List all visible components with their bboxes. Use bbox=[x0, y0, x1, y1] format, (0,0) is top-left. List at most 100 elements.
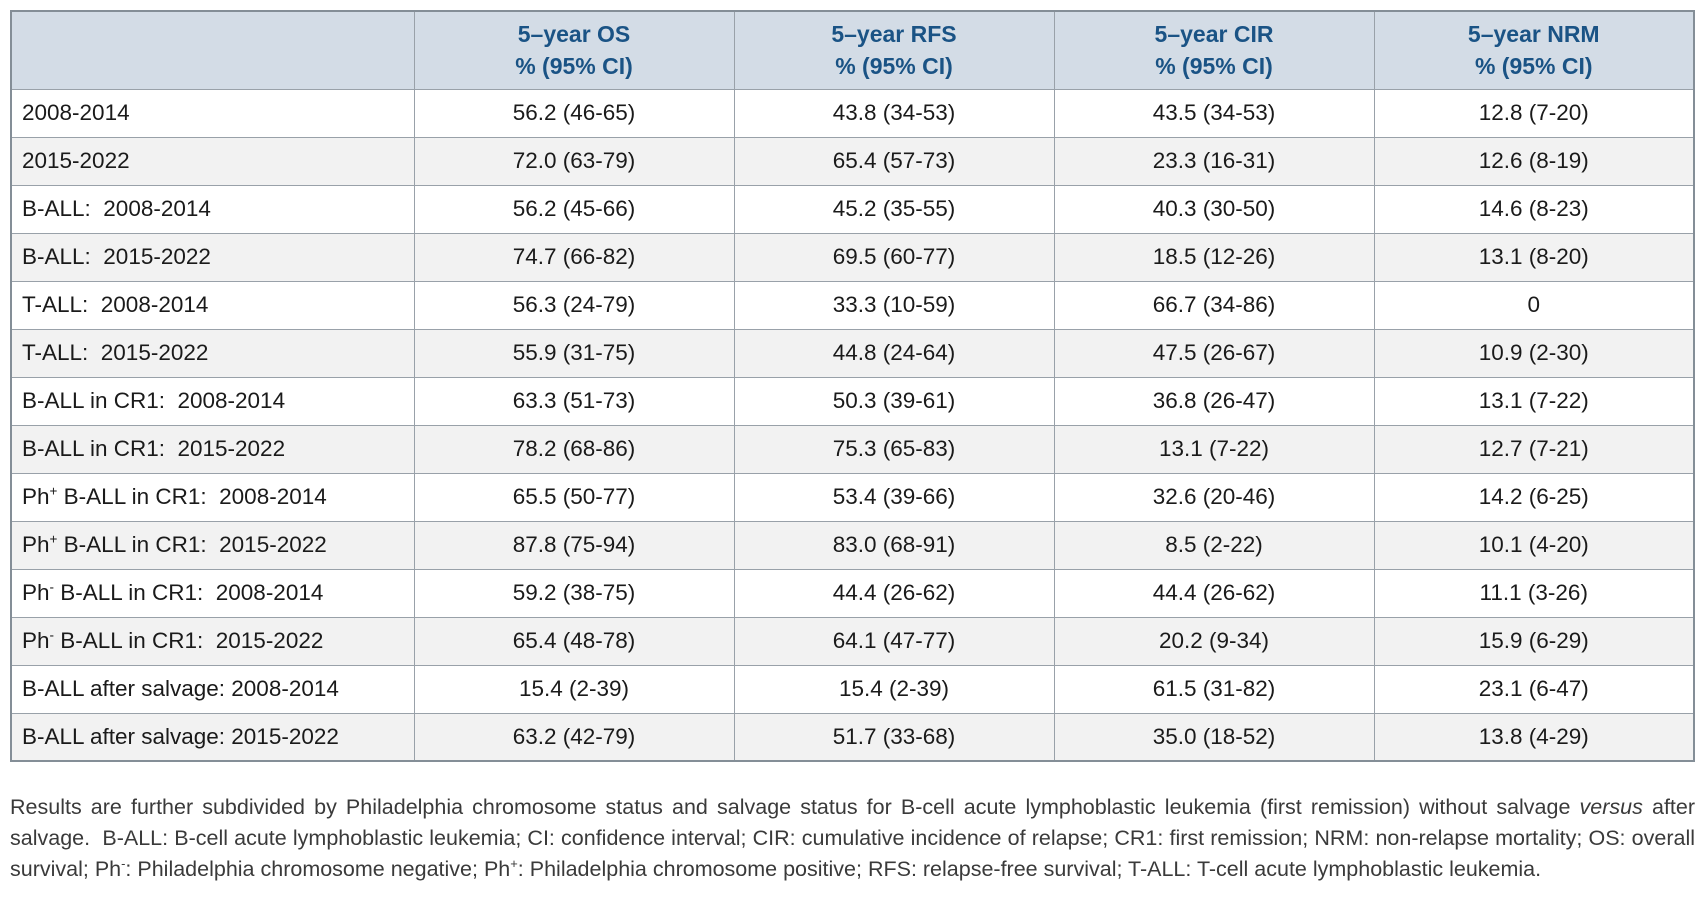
value-cell: 12.7 (7-21) bbox=[1373, 424, 1695, 474]
value-cell: 20.2 (9-34) bbox=[1053, 616, 1375, 666]
results-table: 5–year OS % (95% CI) 5–year RFS % (95% C… bbox=[10, 10, 1695, 762]
value-cell: 15.4 (2-39) bbox=[733, 664, 1055, 714]
column-header-line2: % (95% CI) bbox=[515, 53, 633, 80]
value-cell: 32.6 (20-46) bbox=[1053, 472, 1375, 522]
table-row: Ph+ B-ALL in CR1: 2008-2014 65.5 (50-77) 5… bbox=[10, 472, 1695, 522]
column-header-line1: 5–year RFS bbox=[831, 20, 957, 47]
value-cell: 18.5 (12-26) bbox=[1053, 232, 1375, 282]
table-row: 2015-2022 72.0 (63-79) 65.4 (57-73) 23.3 (1… bbox=[10, 136, 1695, 186]
row-label: B-ALL after salvage: 2008-2014 bbox=[10, 664, 415, 714]
column-header-line2: % (95% CI) bbox=[1155, 53, 1273, 80]
value-cell: 65.4 (57-73) bbox=[733, 136, 1055, 186]
column-header-line1: 5–year OS bbox=[517, 20, 631, 47]
table-row: B-ALL: 2015-2022 74.7 (66-82) 69.5 (60-77)… bbox=[10, 232, 1695, 282]
table-row: B-ALL after salvage: 2008-2014 15.4 (2-39… bbox=[10, 664, 1695, 714]
value-cell: 64.1 (47-77) bbox=[733, 616, 1055, 666]
value-cell: 74.7 (66-82) bbox=[413, 232, 735, 282]
column-header-line2: % (95% CI) bbox=[1474, 53, 1593, 80]
row-label: Ph- B-ALL in CR1: 2015-2022 bbox=[10, 616, 415, 666]
value-cell: 14.2 (6-25) bbox=[1373, 472, 1695, 522]
value-cell: 65.4 (48-78) bbox=[413, 616, 735, 666]
footnote: Results are further subdivided by Philad… bbox=[10, 795, 1701, 882]
column-header-line2: % (95% CI) bbox=[835, 53, 953, 80]
value-cell: 63.3 (51-73) bbox=[413, 376, 735, 426]
value-cell: 15.4 (2-39) bbox=[413, 664, 735, 714]
row-label: B-ALL in CR1: 2015-2022 bbox=[10, 424, 415, 474]
row-label: B-ALL in CR1: 2008-2014 bbox=[10, 376, 415, 426]
value-cell: 13.1 (8-20) bbox=[1373, 232, 1695, 282]
value-cell: 10.9 (2-30) bbox=[1373, 328, 1695, 378]
column-header-nrm: 5–year NRM % (95% CI) bbox=[1373, 10, 1695, 90]
value-cell: 13.8 (4-29) bbox=[1373, 712, 1695, 762]
row-label: Ph+ B-ALL in CR1: 2015-2022 bbox=[10, 520, 415, 570]
value-cell: 72.0 (63-79) bbox=[413, 136, 735, 186]
value-cell: 36.8 (26-47) bbox=[1053, 376, 1375, 426]
value-cell: 61.5 (31-82) bbox=[1053, 664, 1375, 714]
table-row: Ph- B-ALL in CR1: 2015-2022 65.4 (48-78) 6… bbox=[10, 616, 1695, 666]
table-row: B-ALL after salvage: 2015-2022 63.2 (42-7… bbox=[10, 712, 1695, 762]
row-label: T-ALL: 2008-2014 bbox=[10, 280, 415, 330]
table-row: B-ALL in CR1: 2015-2022 78.2 (68-86) 75.3 … bbox=[10, 424, 1695, 474]
column-header-line1: 5–year NRM bbox=[1467, 20, 1600, 47]
value-cell: 23.3 (16-31) bbox=[1053, 136, 1375, 186]
column-header-os: 5–year OS % (95% CI) bbox=[413, 10, 735, 90]
value-cell: 50.3 (39-61) bbox=[733, 376, 1055, 426]
row-label: 2015-2022 bbox=[10, 136, 415, 186]
value-cell: 12.6 (8-19) bbox=[1373, 136, 1695, 186]
table-row: T-ALL: 2008-2014 56.3 (24-79) 33.3 (10-59)… bbox=[10, 280, 1695, 330]
table-row: 2008-2014 56.2 (46-65) 43.8 (34-53) 43.5 (3… bbox=[10, 88, 1695, 138]
value-cell: 11.1 (3-26) bbox=[1373, 568, 1695, 618]
header-row: 5–year OS % (95% CI) 5–year RFS % (95% C… bbox=[10, 10, 1695, 90]
table-row: T-ALL: 2015-2022 55.9 (31-75) 44.8 (24-64)… bbox=[10, 328, 1695, 378]
row-label: T-ALL: 2015-2022 bbox=[10, 328, 415, 378]
value-cell: 56.2 (46-65) bbox=[413, 88, 735, 138]
value-cell: 33.3 (10-59) bbox=[733, 280, 1055, 330]
value-cell: 35.0 (18-52) bbox=[1053, 712, 1375, 762]
value-cell: 23.1 (6-47) bbox=[1373, 664, 1695, 714]
value-cell: 43.5 (34-53) bbox=[1053, 88, 1375, 138]
column-header-rfs: 5–year RFS % (95% CI) bbox=[733, 10, 1055, 90]
value-cell: 56.3 (24-79) bbox=[413, 280, 735, 330]
table-header: 5–year OS % (95% CI) 5–year RFS % (95% C… bbox=[10, 10, 1695, 90]
value-cell: 53.4 (39-66) bbox=[733, 472, 1055, 522]
table-body: 2008-2014 56.2 (46-65) 43.8 (34-53) 43.5 (3… bbox=[10, 88, 1695, 762]
value-cell: 65.5 (50-77) bbox=[413, 472, 735, 522]
column-header-cir: 5–year CIR % (95% CI) bbox=[1053, 10, 1375, 90]
value-cell: 75.3 (65-83) bbox=[733, 424, 1055, 474]
value-cell: 45.2 (35-55) bbox=[733, 184, 1055, 234]
value-cell: 44.8 (24-64) bbox=[733, 328, 1055, 378]
value-cell: 44.4 (26-62) bbox=[733, 568, 1055, 618]
value-cell: 13.1 (7-22) bbox=[1053, 424, 1375, 474]
value-cell: 87.8 (75-94) bbox=[413, 520, 735, 570]
value-cell: 63.2 (42-79) bbox=[413, 712, 735, 762]
row-label: Ph+ B-ALL in CR1: 2008-2014 bbox=[10, 472, 415, 522]
value-cell: 10.1 (4-20) bbox=[1373, 520, 1695, 570]
value-cell: 0 bbox=[1373, 280, 1695, 330]
table-row: Ph+ B-ALL in CR1: 2015-2022 87.8 (75-94) 8… bbox=[10, 520, 1695, 570]
table-row: B-ALL: 2008-2014 56.2 (45-66) 45.2 (35-55)… bbox=[10, 184, 1695, 234]
value-cell: 40.3 (30-50) bbox=[1053, 184, 1375, 234]
row-label: Ph- B-ALL in CR1: 2008-2014 bbox=[10, 568, 415, 618]
value-cell: 51.7 (33-68) bbox=[733, 712, 1055, 762]
value-cell: 83.0 (68-91) bbox=[733, 520, 1055, 570]
value-cell: 14.6 (8-23) bbox=[1373, 184, 1695, 234]
value-cell: 13.1 (7-22) bbox=[1373, 376, 1695, 426]
value-cell: 44.4 (26-62) bbox=[1053, 568, 1375, 618]
value-cell: 47.5 (26-67) bbox=[1053, 328, 1375, 378]
value-cell: 59.2 (38-75) bbox=[413, 568, 735, 618]
value-cell: 56.2 (45-66) bbox=[413, 184, 735, 234]
row-label: B-ALL: 2008-2014 bbox=[10, 184, 415, 234]
row-label: B-ALL after salvage: 2015-2022 bbox=[10, 712, 415, 762]
value-cell: 55.9 (31-75) bbox=[413, 328, 735, 378]
value-cell: 8.5 (2-22) bbox=[1053, 520, 1375, 570]
value-cell: 69.5 (60-77) bbox=[733, 232, 1055, 282]
value-cell: 12.8 (7-20) bbox=[1373, 88, 1695, 138]
table-row: Ph- B-ALL in CR1: 2008-2014 59.2 (38-75) 4… bbox=[10, 568, 1695, 618]
value-cell: 66.7 (34-86) bbox=[1053, 280, 1375, 330]
value-cell: 15.9 (6-29) bbox=[1373, 616, 1695, 666]
value-cell: 43.8 (34-53) bbox=[733, 88, 1055, 138]
row-label: 2008-2014 bbox=[10, 88, 415, 138]
corner-cell bbox=[10, 10, 415, 90]
table-row: B-ALL in CR1: 2008-2014 63.3 (51-73) 50.3 … bbox=[10, 376, 1695, 426]
